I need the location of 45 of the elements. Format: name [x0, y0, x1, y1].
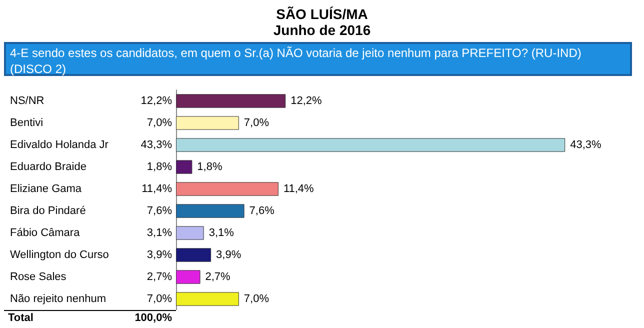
- bar: [176, 270, 200, 284]
- y-tick-label: Edivaldo Holanda Jr: [10, 139, 109, 151]
- text: 11,4%: [283, 183, 314, 195]
- bar: [176, 116, 239, 130]
- data-label: 12,2%: [140, 95, 172, 107]
- y-tick-label: Bira do Pindaré: [10, 205, 86, 217]
- text: 3,9%: [216, 249, 242, 261]
- text: 1,8%: [197, 161, 222, 173]
- data-label: 7,0%: [146, 117, 172, 129]
- data-label: 3,9%: [146, 249, 172, 261]
- bar: [176, 248, 212, 262]
- bar: [176, 160, 192, 174]
- text: 7,0%: [244, 293, 269, 305]
- y-tick-label: NS/NR: [10, 95, 44, 107]
- text: 7,6%: [249, 205, 274, 217]
- data-label: 43,3%: [140, 139, 172, 151]
- text: 12,2%: [290, 95, 322, 107]
- chart-subtitle: Junho de 2016: [272, 22, 372, 38]
- text: 100,0%: [134, 312, 172, 324]
- y-tick-label: Bentivi: [10, 117, 44, 129]
- bar: [176, 138, 566, 152]
- bar: [176, 94, 286, 108]
- bar: [176, 226, 204, 240]
- data-label: 7,6%: [146, 205, 172, 217]
- y-tick-label: Eduardo Braide: [10, 161, 86, 173]
- text: 7,0%: [244, 117, 269, 129]
- bar: [176, 204, 244, 218]
- data-label: 3,1%: [146, 227, 172, 239]
- data-label: 7,0%: [146, 293, 172, 305]
- text: 2,7%: [205, 271, 230, 283]
- chart-title: SÃO LUÍS/MA: [275, 6, 369, 22]
- y-tick-label: Rose Sales: [10, 271, 67, 283]
- y-tick-label: Fábio Câmara: [10, 227, 81, 239]
- text: Total: [8, 312, 34, 324]
- y-tick-label: Eliziane Gama: [10, 183, 82, 195]
- y-tick-label: Não rejeito nenhum: [10, 293, 106, 305]
- y-tick-label: Wellington do Curso: [10, 249, 109, 261]
- text: 4-E sendo estes os candidatos, em quem o Sr.(a) NÃO votaria de jeito nenhum para PREFEITO? (RU-IND) (DISCO 2): [4, 42, 632, 76]
- data-label: 11,4%: [142, 183, 172, 195]
- text: 3,1%: [208, 227, 234, 239]
- bar: [176, 182, 278, 196]
- data-label: 2,7%: [146, 271, 172, 283]
- text: 43,3%: [570, 139, 602, 151]
- bar: [176, 292, 239, 306]
- data-label: 1,8%: [146, 161, 172, 173]
